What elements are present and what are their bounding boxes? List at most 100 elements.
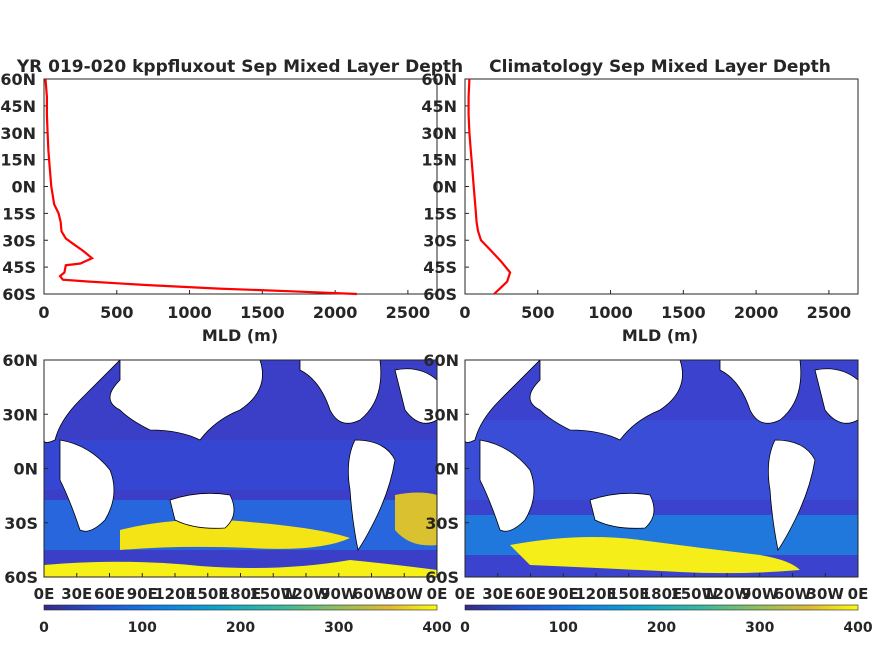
colorbar-tick-label: 300 bbox=[745, 620, 774, 636]
map-x-tick-label: 0E bbox=[455, 585, 476, 603]
left-profile-xlabel: MLD (m) bbox=[202, 326, 278, 345]
map-y-tick-label: 0N bbox=[13, 460, 38, 479]
left-map-y-ticks: 60N 30N 0N 30S 60S bbox=[2, 351, 48, 587]
left-map-x-ticks: 0E 30E 60E 90E120E150E180E150W120W90W60W30W… bbox=[34, 573, 448, 603]
map-x-tick-label: 60W bbox=[774, 585, 812, 603]
x-tick-label: 500 bbox=[521, 303, 554, 322]
map-y-tick-label: 30S bbox=[425, 514, 459, 533]
right-profile-x-ticks: 0 500 1000 1500 2000 2500 bbox=[459, 290, 851, 322]
right-colorbar-ticks: 0 100 200 300 400 bbox=[460, 620, 873, 636]
map-y-tick-label: 60N bbox=[423, 351, 459, 370]
map-x-tick-label: 0E bbox=[848, 585, 869, 603]
left-map-high-mld-indian bbox=[120, 519, 350, 550]
x-tick-label: 500 bbox=[100, 303, 133, 322]
y-tick-label: 15S bbox=[423, 204, 457, 223]
map-y-tick-label: 30N bbox=[2, 405, 38, 424]
right-map-x-ticks: 0E 30E 60E 90E120E150E180E150W120W90W60W30W… bbox=[455, 573, 869, 603]
left-map-high-mld-atlantic bbox=[395, 492, 437, 546]
map-x-tick-label: 60E bbox=[515, 585, 546, 603]
map-x-tick-label: 150E bbox=[187, 585, 229, 603]
y-tick-label: 45S bbox=[423, 258, 457, 277]
colorbar-tick-label: 200 bbox=[226, 620, 255, 636]
y-tick-label: 60N bbox=[0, 70, 36, 89]
right-profile-panel: Climatology Sep Mixed Layer Depth 0 500 10… bbox=[421, 57, 859, 345]
right-colorbar bbox=[464, 604, 859, 611]
map-x-tick-label: 30W bbox=[386, 585, 424, 603]
map-x-tick-label: 150W bbox=[670, 585, 718, 603]
colorbar-tick-label: 300 bbox=[324, 620, 353, 636]
y-tick-label: 15N bbox=[421, 151, 457, 170]
map-y-tick-label: 30N bbox=[423, 405, 459, 424]
map-x-tick-label: 0E bbox=[427, 585, 448, 603]
map-y-tick-label: 0N bbox=[434, 460, 459, 479]
y-tick-label: 30S bbox=[2, 231, 36, 250]
x-tick-label: 2000 bbox=[734, 303, 779, 322]
x-tick-label: 0 bbox=[38, 303, 49, 322]
map-x-tick-label: 150W bbox=[249, 585, 297, 603]
map-x-tick-label: 90W bbox=[741, 585, 779, 603]
left-profile-x-ticks: 0 500 1000 1500 2000 2500 bbox=[38, 290, 430, 322]
y-tick-label: 60S bbox=[423, 285, 457, 304]
map-x-tick-label: 120W bbox=[703, 585, 751, 603]
right-mld-map: 60N 30N 0N 30S 60S 0E 30E 60E 90E120E150E180E15… bbox=[423, 351, 873, 636]
x-tick-label: 0 bbox=[459, 303, 470, 322]
right-map-land bbox=[465, 360, 858, 551]
colorbar-tick-label: 100 bbox=[549, 620, 578, 636]
map-y-tick-label: 30S bbox=[4, 514, 38, 533]
map-x-tick-label: 120E bbox=[575, 585, 617, 603]
map-y-tick-label: 60S bbox=[4, 568, 38, 587]
y-tick-label: 45S bbox=[2, 258, 36, 277]
map-x-tick-label: 180E bbox=[220, 585, 262, 603]
right-map-high-mld-south bbox=[510, 536, 800, 574]
map-x-tick-label: 180E bbox=[641, 585, 683, 603]
colorbar-tick-label: 100 bbox=[128, 620, 157, 636]
colorbar-tick-label: 400 bbox=[843, 620, 872, 636]
y-tick-label: 0N bbox=[432, 178, 457, 197]
map-x-tick-label: 150E bbox=[608, 585, 650, 603]
colorbar-tick-label: 200 bbox=[647, 620, 676, 636]
left-map-land bbox=[44, 360, 437, 551]
y-tick-label: 45N bbox=[0, 97, 36, 116]
colorbar-tick-label: 0 bbox=[39, 620, 49, 636]
right-profile-mld-line bbox=[467, 78, 512, 295]
right-profile-axes bbox=[464, 78, 859, 295]
left-profile-y-ticks: 60N 45N 30N 15N 0N 15S 30S 45S 60S bbox=[0, 70, 48, 304]
y-tick-label: 30N bbox=[421, 124, 457, 143]
x-tick-label: 1000 bbox=[588, 303, 633, 322]
map-x-tick-label: 120E bbox=[154, 585, 196, 603]
left-profile-mld-line bbox=[44, 78, 357, 296]
left-profile-axes bbox=[43, 78, 438, 295]
map-x-tick-label: 60W bbox=[353, 585, 391, 603]
right-profile-title: Climatology Sep Mixed Layer Depth bbox=[489, 57, 831, 77]
left-colorbar-ticks: 0 100 200 300 400 bbox=[39, 620, 452, 636]
map-y-tick-label: 60N bbox=[2, 351, 38, 370]
y-tick-label: 15N bbox=[0, 151, 36, 170]
x-tick-label: 1000 bbox=[167, 303, 212, 322]
x-tick-label: 1500 bbox=[240, 303, 285, 322]
map-x-tick-label: 30E bbox=[482, 585, 513, 603]
x-tick-label: 2500 bbox=[807, 303, 852, 322]
map-x-tick-label: 90E bbox=[127, 585, 158, 603]
y-tick-label: 30S bbox=[423, 231, 457, 250]
right-profile-xlabel: MLD (m) bbox=[622, 326, 698, 345]
map-y-tick-label: 60S bbox=[425, 568, 459, 587]
map-x-tick-label: 90E bbox=[548, 585, 579, 603]
y-tick-label: 60S bbox=[2, 285, 36, 304]
x-tick-label: 1500 bbox=[661, 303, 706, 322]
left-profile-title: YR 019-020 kppfluxout Sep Mixed Layer De… bbox=[16, 57, 463, 77]
x-tick-label: 2500 bbox=[386, 303, 431, 322]
map-x-tick-label: 60E bbox=[94, 585, 125, 603]
y-tick-label: 45N bbox=[421, 97, 457, 116]
map-x-tick-label: 30E bbox=[61, 585, 92, 603]
left-map-high-mld-south bbox=[44, 560, 437, 577]
y-tick-label: 60N bbox=[421, 70, 457, 89]
colorbar-tick-label: 400 bbox=[422, 620, 451, 636]
y-tick-label: 30N bbox=[0, 124, 36, 143]
right-map-y-ticks: 60N 30N 0N 30S 60S bbox=[423, 351, 469, 587]
map-x-tick-label: 90W bbox=[320, 585, 358, 603]
left-colorbar bbox=[43, 604, 438, 611]
map-x-tick-label: 30W bbox=[807, 585, 845, 603]
map-x-tick-label: 120W bbox=[282, 585, 330, 603]
y-tick-label: 15S bbox=[2, 204, 36, 223]
